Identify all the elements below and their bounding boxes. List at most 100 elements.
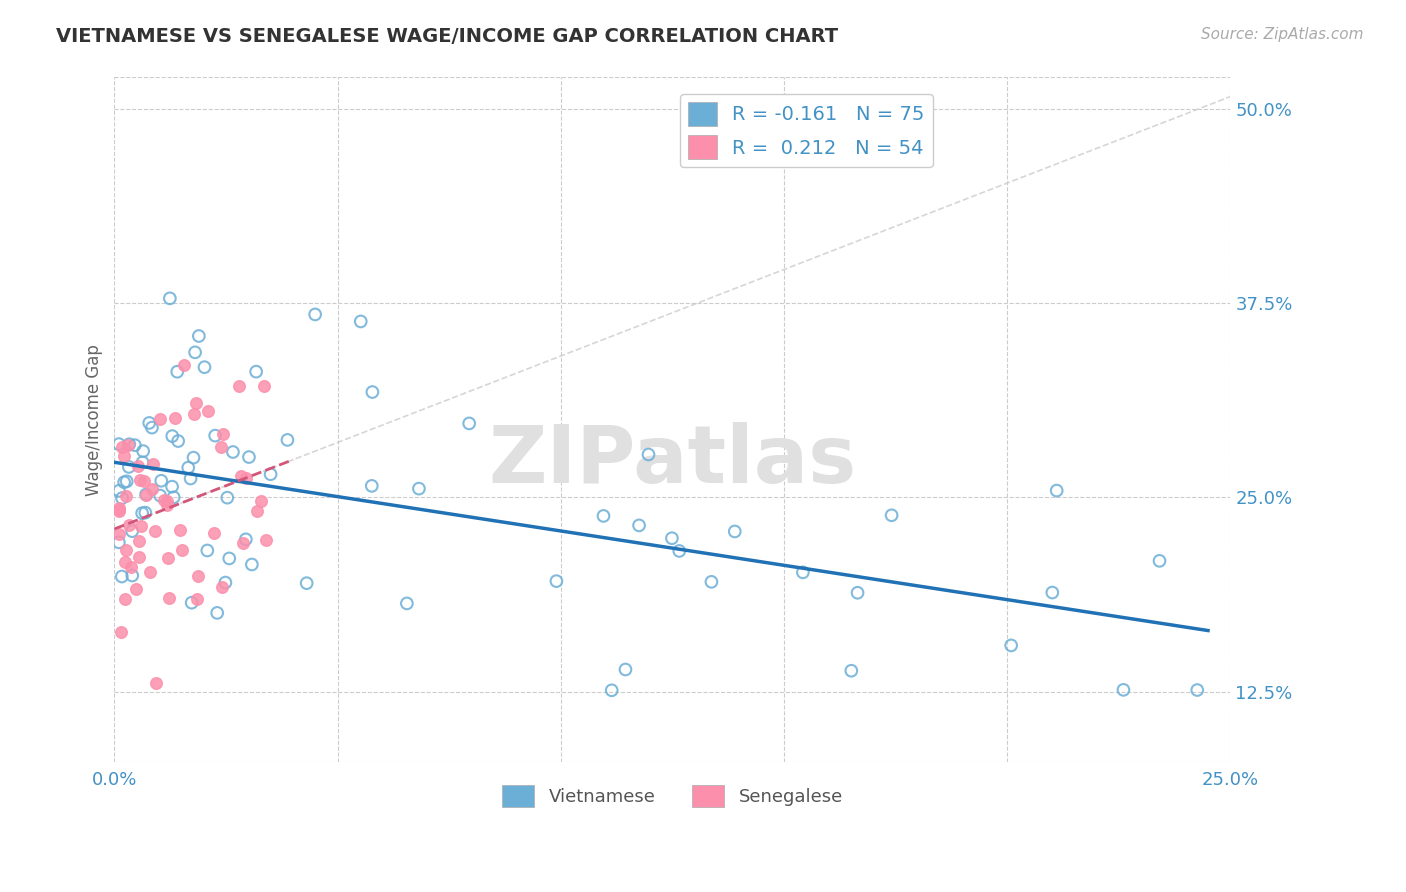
Point xyxy=(114,489,136,503)
Point xyxy=(700,574,723,589)
Point xyxy=(139,566,162,580)
Point xyxy=(880,508,903,523)
Point xyxy=(211,581,233,595)
Point xyxy=(724,524,747,539)
Point xyxy=(131,506,153,520)
Point xyxy=(114,591,136,606)
Point xyxy=(112,475,135,490)
Point xyxy=(217,491,239,505)
Point xyxy=(111,491,134,505)
Point xyxy=(118,518,141,533)
Point xyxy=(141,420,163,434)
Text: ZIPatlas: ZIPatlas xyxy=(488,422,856,500)
Point xyxy=(108,437,131,451)
Point xyxy=(408,482,430,496)
Point xyxy=(304,307,326,321)
Point xyxy=(1112,682,1135,697)
Point xyxy=(149,489,172,503)
Point xyxy=(112,450,135,464)
Point xyxy=(235,533,257,547)
Point xyxy=(132,444,155,458)
Point xyxy=(177,460,200,475)
Legend: Vietnamese, Senegalese: Vietnamese, Senegalese xyxy=(495,778,851,814)
Point xyxy=(214,575,236,590)
Point xyxy=(118,459,141,474)
Point xyxy=(250,493,273,508)
Point xyxy=(183,450,205,465)
Point xyxy=(1046,483,1069,498)
Point xyxy=(184,345,207,359)
Y-axis label: Wage/Income Gap: Wage/Income Gap xyxy=(86,343,103,496)
Point xyxy=(157,591,180,606)
Point xyxy=(361,384,384,399)
Point xyxy=(121,524,143,538)
Point xyxy=(132,474,155,488)
Point xyxy=(108,526,131,541)
Point xyxy=(128,534,150,549)
Point xyxy=(156,494,179,508)
Point xyxy=(108,535,131,549)
Point xyxy=(120,559,142,574)
Point xyxy=(228,379,250,393)
Point xyxy=(162,429,184,443)
Point xyxy=(458,417,481,431)
Point xyxy=(637,448,659,462)
Point xyxy=(222,445,245,459)
Point xyxy=(195,543,218,558)
Point xyxy=(245,365,267,379)
Point xyxy=(184,396,207,410)
Point xyxy=(546,574,568,588)
Point xyxy=(169,524,191,538)
Point xyxy=(209,440,232,454)
Point xyxy=(111,440,134,454)
Point xyxy=(186,592,208,607)
Point xyxy=(600,683,623,698)
Point xyxy=(111,569,134,583)
Point xyxy=(128,549,150,564)
Point xyxy=(108,501,131,516)
Point xyxy=(202,526,225,541)
Point xyxy=(145,676,167,690)
Point xyxy=(131,455,153,469)
Point xyxy=(108,503,131,517)
Point xyxy=(127,459,149,474)
Point xyxy=(183,407,205,421)
Point xyxy=(156,498,179,512)
Point xyxy=(114,555,136,569)
Point xyxy=(129,473,152,487)
Point xyxy=(628,518,651,533)
Point xyxy=(180,471,202,485)
Point xyxy=(134,506,156,520)
Point xyxy=(143,524,166,538)
Point xyxy=(153,492,176,507)
Point xyxy=(115,475,138,489)
Text: VIETNAMESE VS SENEGALESE WAGE/INCOME GAP CORRELATION CHART: VIETNAMESE VS SENEGALESE WAGE/INCOME GAP… xyxy=(56,27,838,45)
Point xyxy=(668,544,690,558)
Point xyxy=(138,416,160,430)
Point xyxy=(135,487,157,501)
Point xyxy=(232,535,254,549)
Point xyxy=(125,582,148,596)
Point xyxy=(246,503,269,517)
Point xyxy=(149,412,172,426)
Point xyxy=(350,314,373,328)
Point xyxy=(117,438,139,452)
Point xyxy=(108,503,131,517)
Point xyxy=(150,474,173,488)
Point xyxy=(1040,585,1063,599)
Point xyxy=(592,508,614,523)
Point xyxy=(231,469,253,483)
Point xyxy=(1000,639,1022,653)
Point xyxy=(129,518,152,533)
Point xyxy=(839,664,862,678)
Point xyxy=(108,483,131,498)
Point xyxy=(792,566,814,580)
Point xyxy=(163,490,186,504)
Point xyxy=(238,450,260,464)
Point xyxy=(141,482,163,496)
Point xyxy=(1149,554,1171,568)
Point xyxy=(235,471,257,485)
Point xyxy=(205,606,228,620)
Point xyxy=(135,488,157,502)
Point xyxy=(187,329,209,343)
